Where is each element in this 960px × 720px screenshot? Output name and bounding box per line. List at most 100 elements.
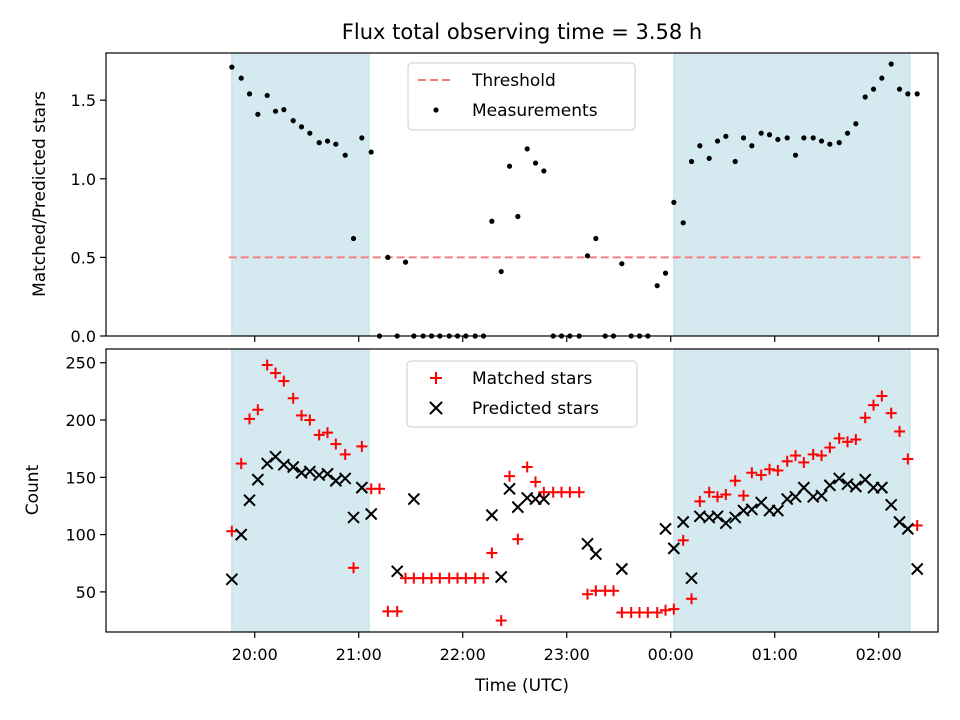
matched-point: [694, 495, 706, 507]
measurement-point: [706, 155, 712, 161]
measurement-point: [888, 61, 894, 67]
matched-point: [304, 414, 316, 426]
predicted-point: [503, 482, 516, 495]
observing-span: [673, 52, 911, 337]
matched-point: [781, 455, 793, 467]
bottom-panel-frame: [105, 348, 939, 633]
predicted-point: [537, 492, 551, 506]
predicted-point: [676, 515, 690, 529]
predicted-point: [260, 457, 274, 470]
measurement-point: [342, 152, 348, 158]
bottom-ylabel: Count: [23, 464, 43, 515]
matched-point: [348, 562, 360, 574]
predicted-point: [771, 504, 785, 517]
measurement-point: [879, 75, 885, 81]
predicted-point: [485, 508, 499, 522]
matched-point: [720, 489, 732, 501]
matched-point: [746, 467, 758, 479]
measurement-point: [246, 91, 253, 97]
measurement-point: [515, 213, 521, 220]
measurement-point: [714, 138, 721, 144]
matched-point: [504, 470, 516, 482]
measurement-point: [853, 121, 859, 127]
matched-point: [894, 425, 906, 437]
measurement-point: [836, 140, 842, 146]
predicted-point: [355, 481, 369, 494]
measurement-point: [758, 130, 764, 136]
measurement-point: [324, 138, 331, 144]
matched-point: [582, 588, 594, 600]
matched-point: [911, 519, 923, 531]
matched-point: [391, 605, 403, 617]
predicted-point: [849, 480, 863, 493]
predicted-point: [329, 474, 343, 487]
predicted-point: [581, 537, 594, 550]
measurement-point: [238, 75, 244, 81]
matched-point: [478, 572, 490, 584]
matched-point: [538, 486, 550, 498]
observing-span: [231, 348, 370, 633]
predicted-point: [875, 481, 889, 494]
measurement-point: [662, 270, 669, 276]
matched-point: [772, 464, 784, 476]
bottom-panel: 50 100 150 200 250 20:00 21:00 22:00 23:00 00:00…: [23, 348, 939, 696]
measurement-point: [359, 135, 365, 141]
matched-point: [833, 432, 845, 444]
measurement-point: [697, 143, 703, 149]
measurement-point: [316, 140, 322, 146]
predicted-legend-icon: [429, 401, 443, 415]
measurement-point: [368, 149, 374, 155]
measurement-point: [264, 92, 270, 99]
measurement-point: [818, 138, 825, 144]
matched-point: [296, 409, 308, 421]
matched-point: [590, 585, 602, 597]
y-tick-label: 50: [76, 583, 96, 602]
measurement-point: [524, 146, 530, 152]
measurement-point: [489, 218, 495, 224]
measurement-point: [801, 135, 807, 141]
predicted-point: [832, 472, 846, 485]
measurement-point: [229, 64, 235, 70]
matched-point: [382, 605, 394, 617]
measurement-point: [870, 86, 877, 92]
predicted-point: [338, 472, 352, 485]
matched-point: [798, 456, 810, 468]
matched-point: [790, 450, 802, 462]
predicted-point: [407, 492, 421, 506]
y-tick-label: 0.0: [71, 327, 96, 346]
x-tick-label: 20:00: [232, 645, 278, 664]
matched-point: [842, 436, 854, 448]
measurement-point: [810, 135, 816, 141]
measurement-point: [775, 136, 781, 143]
matched-point: [850, 434, 862, 446]
y-tick-label: 250: [65, 354, 96, 373]
measurement-point: [896, 86, 903, 92]
matched-point: [729, 475, 741, 487]
measurement-point: [784, 135, 790, 141]
predicted-point: [511, 500, 525, 514]
matched-point: [244, 413, 256, 425]
matched-point: [573, 486, 585, 498]
measurement-point: [827, 141, 833, 147]
matched-point: [616, 607, 628, 619]
matched-legend-icon: [430, 372, 442, 384]
measurement-point: [723, 133, 729, 139]
matched-point: [755, 469, 767, 481]
top-ylabel: Matched/Predicted stars: [30, 91, 50, 297]
measurement-point: [732, 158, 738, 165]
matched-point: [495, 615, 507, 627]
predicted-point: [745, 503, 759, 516]
y-tick-label: 1.5: [71, 91, 96, 110]
matched-point: [287, 392, 299, 404]
measurement-point: [385, 254, 391, 260]
top-legend: Threshold Measurements: [407, 62, 636, 131]
matched-point: [278, 375, 290, 387]
bottom-legend-box: [406, 360, 638, 428]
predicted-point: [589, 547, 603, 561]
predicted-point: [685, 571, 698, 585]
measurement-point: [680, 220, 686, 226]
matched-point: [486, 547, 498, 559]
matched-point: [521, 461, 533, 473]
predicted-point: [277, 458, 291, 471]
predicted-point: [303, 465, 317, 478]
